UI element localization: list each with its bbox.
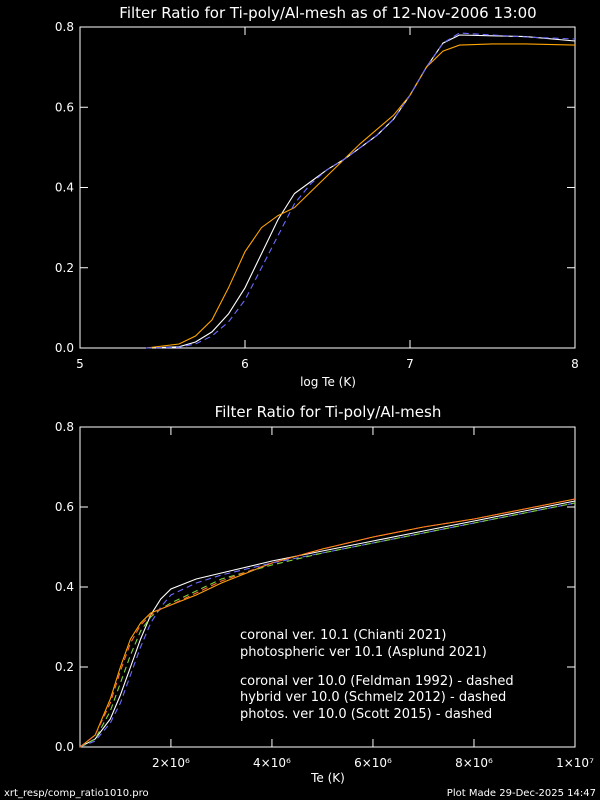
legend-entry-3: hybrid ver 10.0 (Schmelz 2012) - dashed [240,690,506,705]
top-chart: Filter Ratio for Ti-poly/Al-mesh as of 1… [55,4,579,389]
bottom-chart-series [79,498,576,748]
x-tick-label: 5 [76,357,84,371]
top-chart-x-ticks: 5 6 7 8 [76,27,579,371]
series-line-4 [79,498,576,748]
x-tick-label: 6×10⁶ [354,756,392,770]
y-tick-label: 0.2 [55,660,74,674]
x-tick-label: 8×10⁶ [455,756,493,770]
legend-entry-1: photospheric ver 10.1 (Asplund 2021) [240,645,487,660]
series-line-0 [79,500,576,748]
series-line-2 [145,32,576,349]
top-chart-y-ticks: 0.0 0.2 0.4 0.6 0.8 [55,20,575,355]
x-tick-label: 8 [571,357,579,371]
bottom-chart-title: Filter Ratio for Ti-poly/Al-mesh [215,403,442,421]
bottom-chart-x-label: Te (K) [310,771,345,785]
series-line-1 [79,498,576,748]
series-line-0 [145,34,576,349]
y-tick-label: 0.6 [55,500,74,514]
x-tick-label: 4×10⁶ [253,756,291,770]
y-tick-label: 0.8 [55,20,74,34]
x-tick-label: 7 [406,357,414,371]
series-line-3 [79,502,576,748]
x-tick-label: 2×10⁶ [152,756,190,770]
series-line-2 [79,502,576,748]
x-tick-label: 1×10⁷ [556,756,594,770]
bottom-chart-legend: coronal ver. 10.1 (Chianti 2021) photosp… [240,628,514,722]
top-chart-title: Filter Ratio for Ti-poly/Al-mesh as of 1… [119,4,536,22]
top-chart-x-label: log Te (K) [300,375,356,389]
bottom-chart: Filter Ratio for Ti-poly/Al-mesh 0.00.20… [55,403,594,785]
series-line-1 [145,43,576,349]
top-chart-series [145,32,576,349]
y-tick-label: 0.0 [55,341,74,355]
y-tick-label: 0.8 [55,420,74,434]
x-tick-label: 6 [241,357,249,371]
footer-right: Plot Made 29-Dec-2025 14:47 [447,788,596,799]
bottom-chart-y-ticks: 0.0 0.2 0.4 0.6 0.8 [55,420,575,754]
y-tick-label: 0.2 [55,261,74,275]
bottom-chart-x-ticks: 2×10⁶ 4×10⁶ 6×10⁶ 8×10⁶ 1×10⁷ [152,427,594,770]
legend-entry-4: photos. ver 10.0 (Scott 2015) - dashed [240,707,492,722]
y-tick-label: 0.6 [55,100,74,114]
legend-entry-2: coronal ver 10.0 (Feldman 1992) - dashed [240,674,514,689]
footer-left: xrt_resp/comp_ratio1010.pro [4,788,149,799]
y-tick-label: 0.4 [55,580,74,594]
top-chart-frame [79,26,576,349]
y-tick-label: 0.4 [55,181,74,195]
legend-entry-0: coronal ver. 10.1 (Chianti 2021) [240,628,446,643]
y-tick-label: 0.0 [55,740,74,754]
